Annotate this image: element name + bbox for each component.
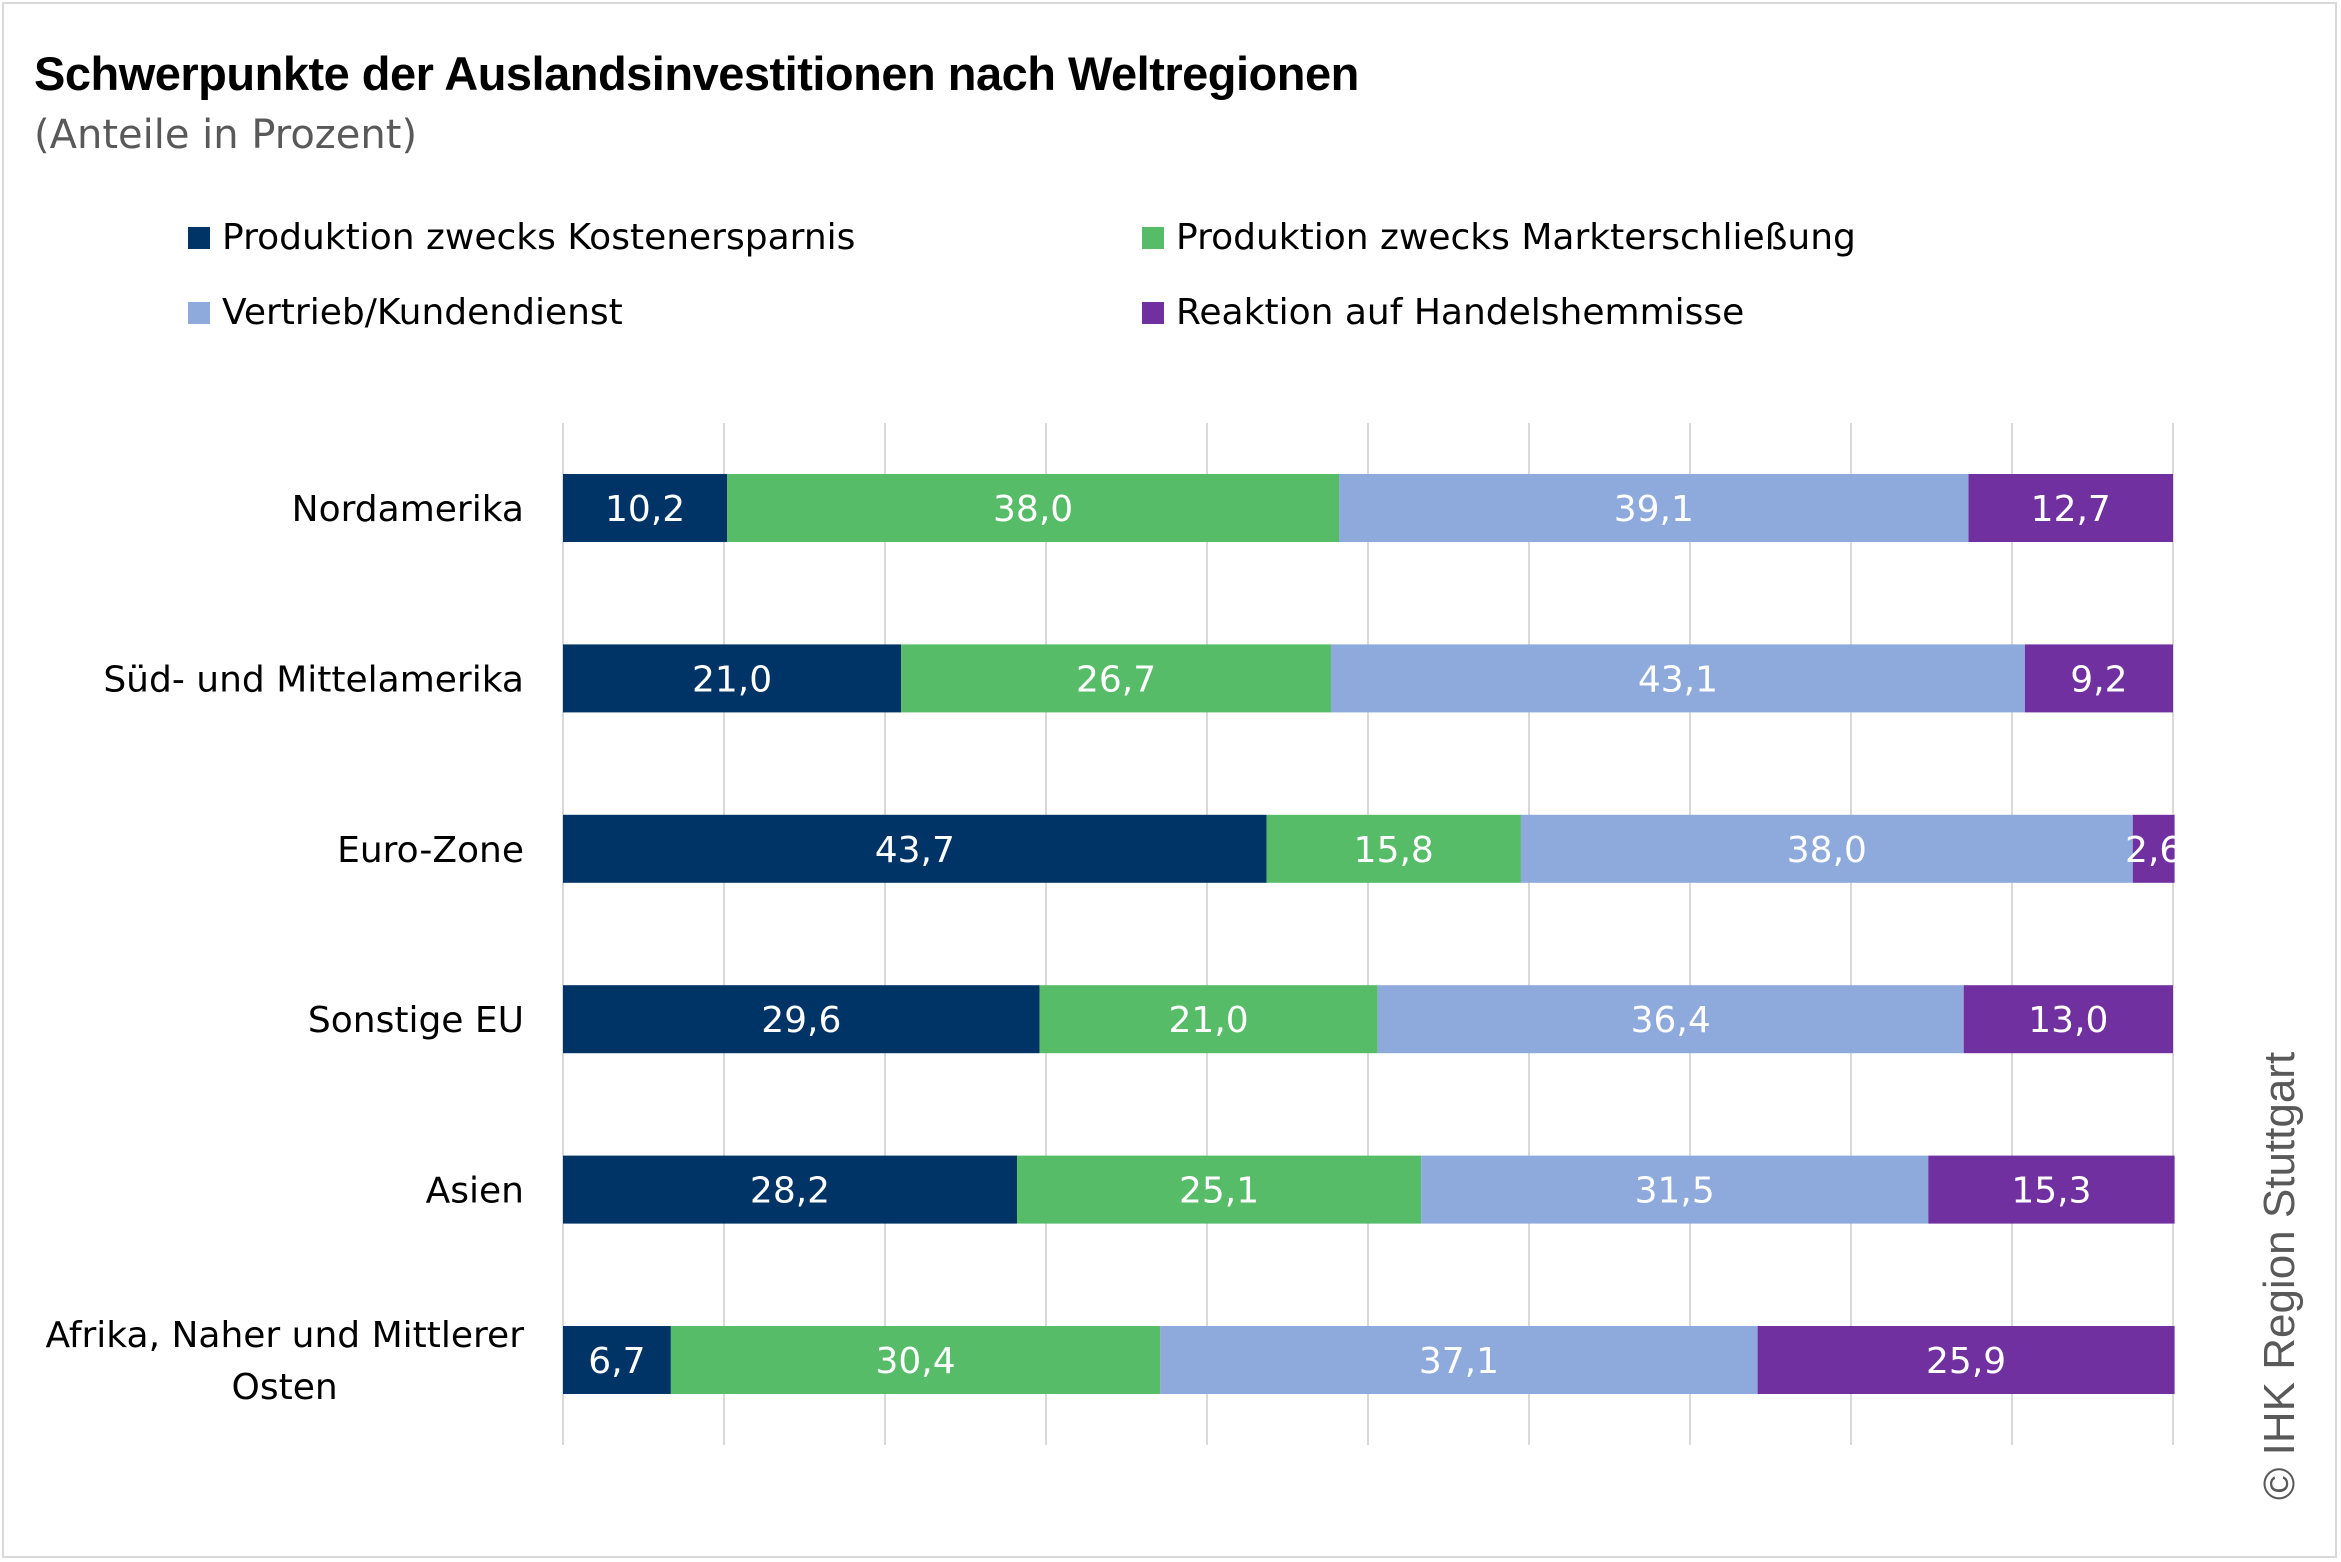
legend-swatch [188, 301, 210, 324]
copyright-watermark: © IHK Region Stuttgart [2255, 1051, 2304, 1500]
data-label: 29,6 [761, 1000, 841, 1041]
bar-segment [1266, 814, 1521, 883]
bar-segment [563, 474, 728, 542]
bar-segment [1017, 1155, 1422, 1224]
data-label: 10,2 [605, 489, 685, 530]
bar-segment [670, 1326, 1161, 1394]
data-label: 43,7 [875, 830, 955, 871]
legend-item-vertrieb: Vertrieb/Kundendienst [188, 292, 623, 333]
bar-segment [563, 985, 1040, 1054]
legend-swatch [188, 226, 210, 249]
bar-segment [1039, 985, 1378, 1054]
legend-swatch [1142, 301, 1164, 324]
legend-item-markterschliessung: Produktion zwecks Markterschließung [1142, 217, 1856, 258]
category-label: Nordamerika [292, 489, 524, 530]
data-label: 12,7 [2031, 489, 2111, 530]
data-label: 13,0 [2028, 1000, 2108, 1041]
legend-swatch [1142, 226, 1164, 249]
data-label: 30,4 [876, 1341, 956, 1382]
bar-segment [1377, 985, 1964, 1054]
data-label: 36,4 [1631, 1000, 1711, 1041]
bar-segment [1330, 644, 2025, 713]
data-label: 25,9 [1926, 1341, 2006, 1382]
category-label: Euro-Zone [337, 830, 524, 871]
data-label: 2,6 [2125, 830, 2182, 871]
data-label: 21,0 [1169, 1000, 1249, 1041]
data-label: 15,3 [2011, 1171, 2091, 1212]
data-label: 28,2 [750, 1171, 830, 1212]
chart-subtitle: (Anteile in Prozent) [34, 112, 418, 158]
category-label: Asien [426, 1171, 524, 1212]
data-label: 25,1 [1179, 1171, 1259, 1212]
data-label: 15,8 [1354, 830, 1434, 871]
legend-label: Produktion zwecks Kostenersparnis [222, 217, 856, 258]
bar-segment [1757, 1326, 2175, 1394]
category-label: Afrika, Naher und Mittlerer [45, 1315, 524, 1356]
bar-segment [563, 814, 1267, 883]
legend-label: Produktion zwecks Markterschließung [1176, 217, 1856, 258]
data-label: 21,0 [692, 659, 772, 700]
bar-segment [1520, 814, 2133, 883]
category-label: Osten [232, 1367, 338, 1408]
legend-label: Reaktion auf Handelshemmisse [1176, 292, 1745, 333]
data-label: 37,1 [1419, 1341, 1499, 1382]
category-label: Sonstige EU [308, 1000, 524, 1041]
data-label: 43,1 [1638, 659, 1718, 700]
bar-segment [1968, 474, 2173, 542]
bar-segment [901, 644, 1331, 713]
bar-segment [1339, 474, 1969, 542]
legend-label: Vertrieb/Kundendienst [222, 292, 623, 333]
category-label: Süd- und Mittelamerika [103, 659, 524, 700]
bar-segment [563, 644, 902, 713]
legend-item-handelshemmisse: Reaktion auf Handelshemmisse [1142, 292, 1744, 333]
data-label: 31,5 [1635, 1171, 1715, 1212]
bar-segment [727, 474, 1340, 542]
data-label: 9,2 [2070, 659, 2127, 700]
data-label: 39,1 [1614, 489, 1694, 530]
bar-segment [2024, 644, 2173, 713]
bar-segment [1421, 1155, 1929, 1224]
data-label: 6,7 [588, 1341, 645, 1382]
bar-segment [563, 1326, 671, 1394]
data-label: 26,7 [1076, 659, 1156, 700]
bar-segment [1963, 985, 2173, 1054]
data-label: 38,0 [993, 489, 1073, 530]
chart-title: Schwerpunkte der Auslandsinvestitionen n… [34, 47, 1359, 100]
bar-segment [2132, 814, 2175, 883]
bar-segment [1160, 1326, 1758, 1394]
data-label: 38,0 [1787, 830, 1867, 871]
legend-item-kostenersparnis: Produktion zwecks Kostenersparnis [188, 217, 855, 258]
bar-segment [1928, 1155, 2175, 1224]
bar-segment [563, 1155, 1018, 1224]
